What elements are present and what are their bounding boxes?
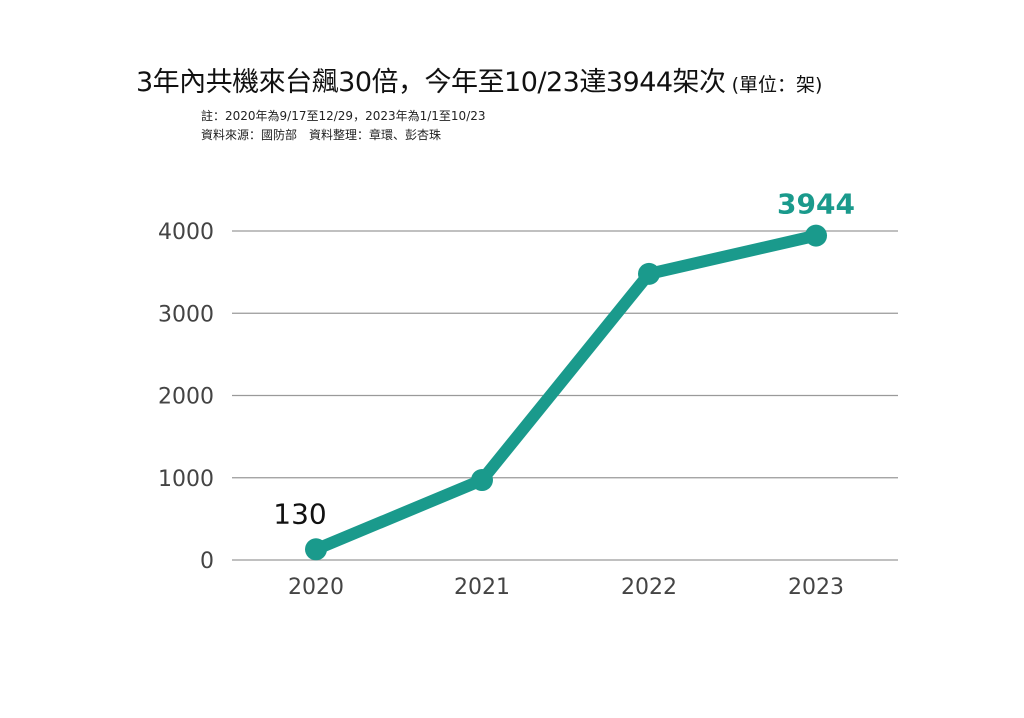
- y-tick-label: 1000: [158, 467, 214, 492]
- y-tick-label: 2000: [158, 385, 214, 410]
- data-point-2021: [471, 469, 493, 492]
- data-point-2023: [805, 224, 827, 247]
- chart-title: 3年內共機來台飆30倍，今年至10/23達3944架次 (單位：架): [136, 60, 822, 99]
- data-label-2020: 130: [273, 497, 326, 530]
- data-point-2020: [305, 538, 327, 561]
- y-tick-label: 4000: [158, 220, 214, 245]
- series-line-0: [310, 229, 822, 556]
- chart-unit-label: (單位：架): [731, 74, 823, 96]
- data-point-2022: [638, 262, 660, 285]
- chart-source: 資料來源：國防部 資料整理：章環、彭杏珠: [201, 128, 442, 142]
- x-tick-label: 2020: [288, 575, 344, 600]
- data-label-2023: 3944: [777, 188, 855, 221]
- x-tick-label: 2021: [454, 575, 510, 600]
- x-tick-label: 2023: [788, 575, 844, 600]
- chart-title-main: 3年內共機來台飆30倍，今年至10/23達3944架次: [136, 67, 726, 98]
- chart-note: 註：2020年為9/17至12/29，2023年為1/1至10/23: [201, 109, 486, 123]
- y-tick-label: 0: [200, 549, 214, 574]
- y-tick-label: 3000: [158, 302, 214, 327]
- x-tick-label: 2022: [621, 575, 677, 600]
